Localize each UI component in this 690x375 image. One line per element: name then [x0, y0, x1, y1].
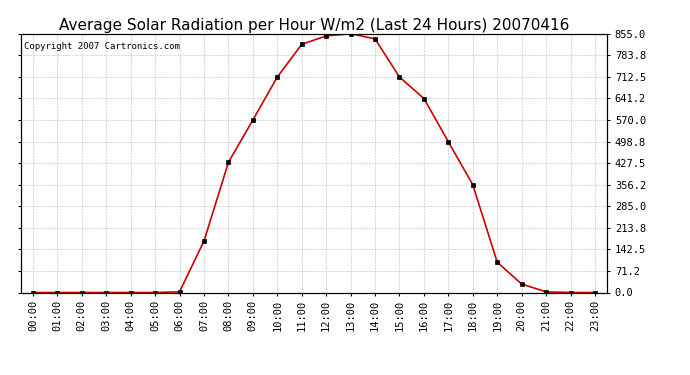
- Title: Average Solar Radiation per Hour W/m2 (Last 24 Hours) 20070416: Average Solar Radiation per Hour W/m2 (L…: [59, 18, 569, 33]
- Text: Copyright 2007 Cartronics.com: Copyright 2007 Cartronics.com: [23, 42, 179, 51]
